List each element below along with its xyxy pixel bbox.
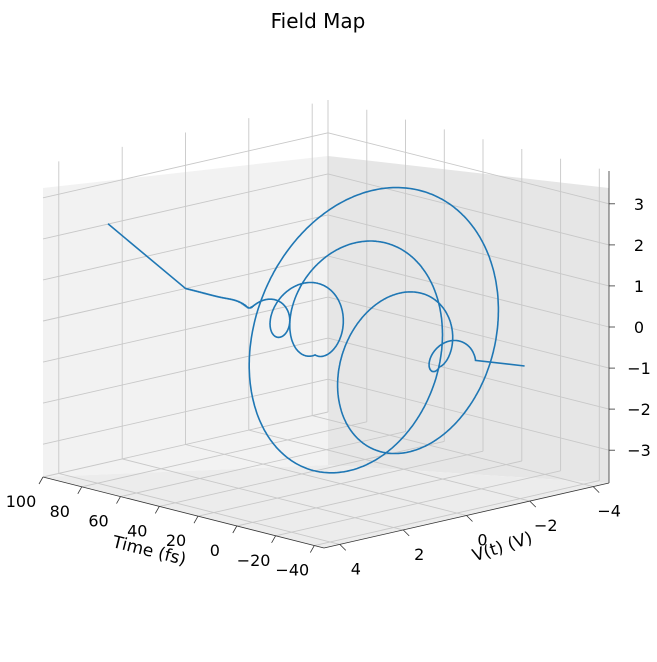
x-tick-label: 0 [210,541,220,560]
z-tick-label: 1 [634,277,644,296]
x-tick-label: 60 [88,512,108,531]
grid-line-z [42,337,329,404]
grid-line-z [327,214,610,287]
y-tick-mark [592,486,600,493]
x-tick-label: 20 [166,531,186,550]
field-trajectory-line [107,186,525,474]
chart-title: Field Map [271,9,366,33]
x-tick-mark [116,496,121,504]
y-tick-mark [339,544,347,551]
y-tick-label: −4 [597,502,621,521]
x-tick-label: −40 [275,561,309,580]
series-group [107,186,525,474]
grid-line-z [327,173,610,246]
x-tick-mark [271,535,276,543]
y-tick-label: 2 [414,545,424,564]
z-tick-label: −1 [627,359,651,378]
grid-line-z [42,296,329,363]
grid-line-z [327,296,610,369]
z-tick-label: −3 [627,441,651,460]
grid-line-z [327,255,610,328]
grid-line-z [42,214,329,281]
x-tick-mark [232,525,238,534]
x-tick-label: 100 [6,492,37,511]
grid-line-z [42,173,329,240]
x-axis-line [42,476,325,549]
y-tick-label: 4 [351,559,361,578]
grid-line-z [42,132,329,199]
grid-line-y-floor [122,458,404,531]
x-tick-label: 40 [127,521,147,540]
grid-line-z [327,337,610,410]
y-tick-label: −2 [534,516,558,535]
y-tick-mark [466,515,473,522]
x-tick-mark [38,476,44,485]
x-tick-mark [193,516,199,524]
x-tick-label: 80 [50,502,70,521]
z-tick-label: 2 [634,236,644,255]
z-tick-label: −2 [627,400,651,419]
grid-line-y-floor [58,472,340,545]
x-tick-mark [154,506,160,514]
back-right-pane [328,156,609,483]
y-tick-label: 0 [477,531,487,550]
grid-line-z [327,132,610,205]
z-tick-label: 0 [634,318,644,337]
y-tick-mark [529,500,537,508]
x-tick-mark [77,486,83,494]
z-tick-label: 3 [634,195,644,214]
x-tick-mark [309,545,315,553]
grid-line-y-floor [185,444,467,516]
grid-lines [42,100,610,547]
x-tick-label: −20 [237,551,271,570]
y-tick-mark [402,529,410,537]
grid-line-y-floor [248,429,530,502]
grid-line-z [327,378,610,451]
grid-line-y-floor [312,415,594,488]
grid-line-z [42,378,329,445]
